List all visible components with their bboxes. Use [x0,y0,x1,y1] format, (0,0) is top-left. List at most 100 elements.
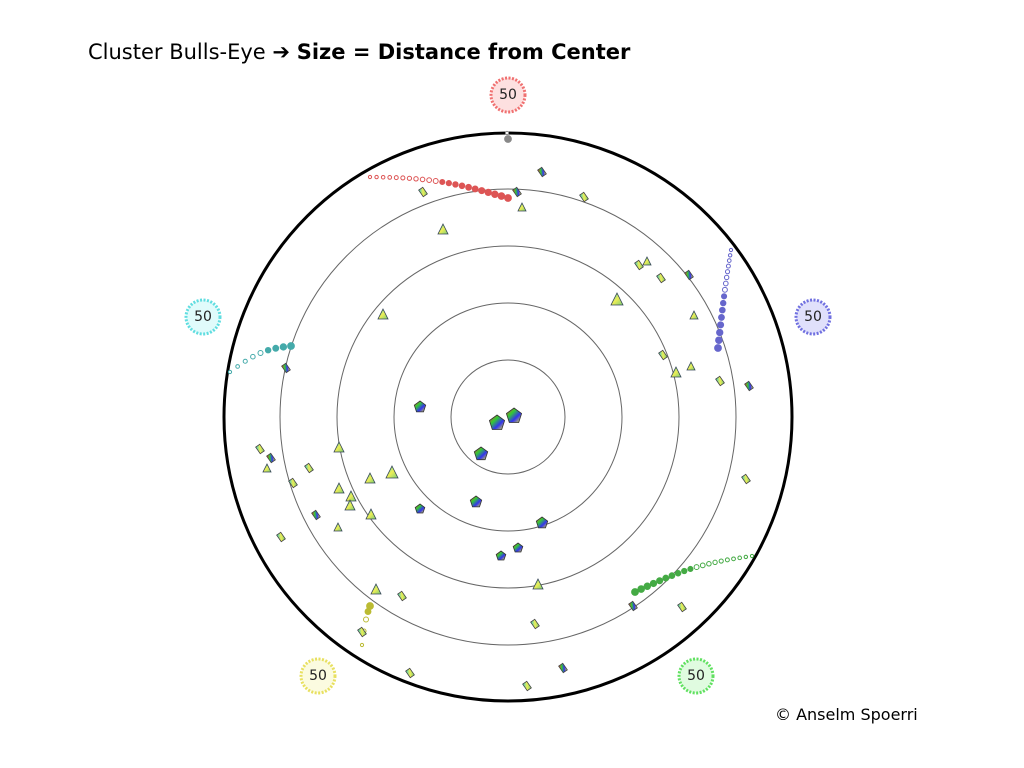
track-dot [717,321,725,329]
pentagon-glyph [512,542,524,553]
track-dot [656,577,664,585]
track-dot [721,286,728,293]
rect-glyph [288,477,298,489]
track-dot [643,582,652,590]
track-dot [731,556,736,562]
rect-glyph [512,186,522,198]
badge-shape [299,657,337,695]
track-dot [693,564,700,571]
copyright: © Anselm Spoerri [775,705,918,724]
badge-label: 50 [309,668,327,684]
track-dot [250,353,256,360]
triangle-glyph [344,499,356,511]
track-dot [737,555,742,561]
title-arrow: ➔ [272,40,291,64]
track-dot [719,306,726,314]
badge-shape [489,76,527,114]
track-dot [712,559,718,566]
rect-glyph [677,601,687,613]
track-dot [445,180,452,187]
rect-glyph [628,600,638,612]
track-dot [478,187,486,195]
badge-shape [677,657,715,695]
rect-glyph [266,452,276,464]
track-dot [724,269,731,275]
track-dot [279,343,288,351]
track-dot [728,247,734,253]
triangle-glyph [689,310,699,320]
rect-glyph [405,667,415,679]
track-dot [716,328,724,337]
track-dot [452,181,459,188]
triangle-glyph [686,361,696,371]
track-dot [743,554,749,560]
track-dot [387,175,393,180]
badge-label: 50 [194,309,212,325]
triangle-glyph [670,366,682,378]
triangle-glyph [642,256,652,266]
ring [393,302,623,532]
badge-shape [184,298,222,336]
badge-shape [794,298,832,336]
triangle-glyph [437,223,449,235]
track-dot [504,130,510,136]
pentagon-glyph [473,446,489,461]
rect-glyph [530,618,540,630]
badge-label: 50 [499,87,517,103]
badge: 50 [299,657,337,695]
pentagon-glyph [469,495,483,508]
pentagon-glyph [488,414,506,430]
track-dot [363,616,369,623]
rect-glyph [537,166,547,178]
track-dot [419,176,426,183]
track-dot [721,293,728,300]
rect-glyph [744,380,754,392]
title-emphasis: Size = Distance from Center [296,40,631,64]
badge: 50 [677,657,715,695]
rect-glyph [418,186,428,198]
track-dot [718,558,724,564]
rect-glyph [522,680,532,692]
badge-label: 50 [687,668,705,684]
track-dot [726,258,732,263]
track-dot [637,585,645,593]
track-dot [287,342,295,350]
rect-glyph [634,259,644,271]
track-dot [359,642,365,648]
rect-glyph [684,269,694,281]
track-dot [668,572,676,579]
triangle-glyph [377,308,389,320]
track-dot [380,174,386,180]
track-dot [426,177,433,184]
triangle-glyph [610,292,624,306]
rect-glyph [741,473,751,485]
track-dot [374,174,379,180]
track-dot [484,188,492,197]
track-dot [662,574,670,582]
triangle-glyph [333,441,345,453]
track-dot [227,369,233,375]
track-dot [718,313,725,321]
track-dot [714,344,722,352]
badge: 50 [184,298,222,336]
track-dot [257,350,264,356]
track-dot [264,346,272,354]
track-dot [631,588,639,596]
track-dot [497,192,506,200]
track-dot [674,570,682,577]
ring [450,359,566,475]
triangle-glyph [532,578,544,590]
title: Cluster Bulls-Eye ➔ Size = Distance from… [88,40,630,64]
triangle-glyph [364,472,376,484]
pentagon-glyph [505,407,523,423]
rect-glyph [558,662,568,674]
track-dot [439,178,446,186]
triangle-glyph [345,490,357,502]
track-dot [242,358,248,364]
track-dot [471,185,479,193]
track-dot [727,253,733,258]
rect-glyph [656,272,666,284]
pentagon-glyph [535,516,549,529]
